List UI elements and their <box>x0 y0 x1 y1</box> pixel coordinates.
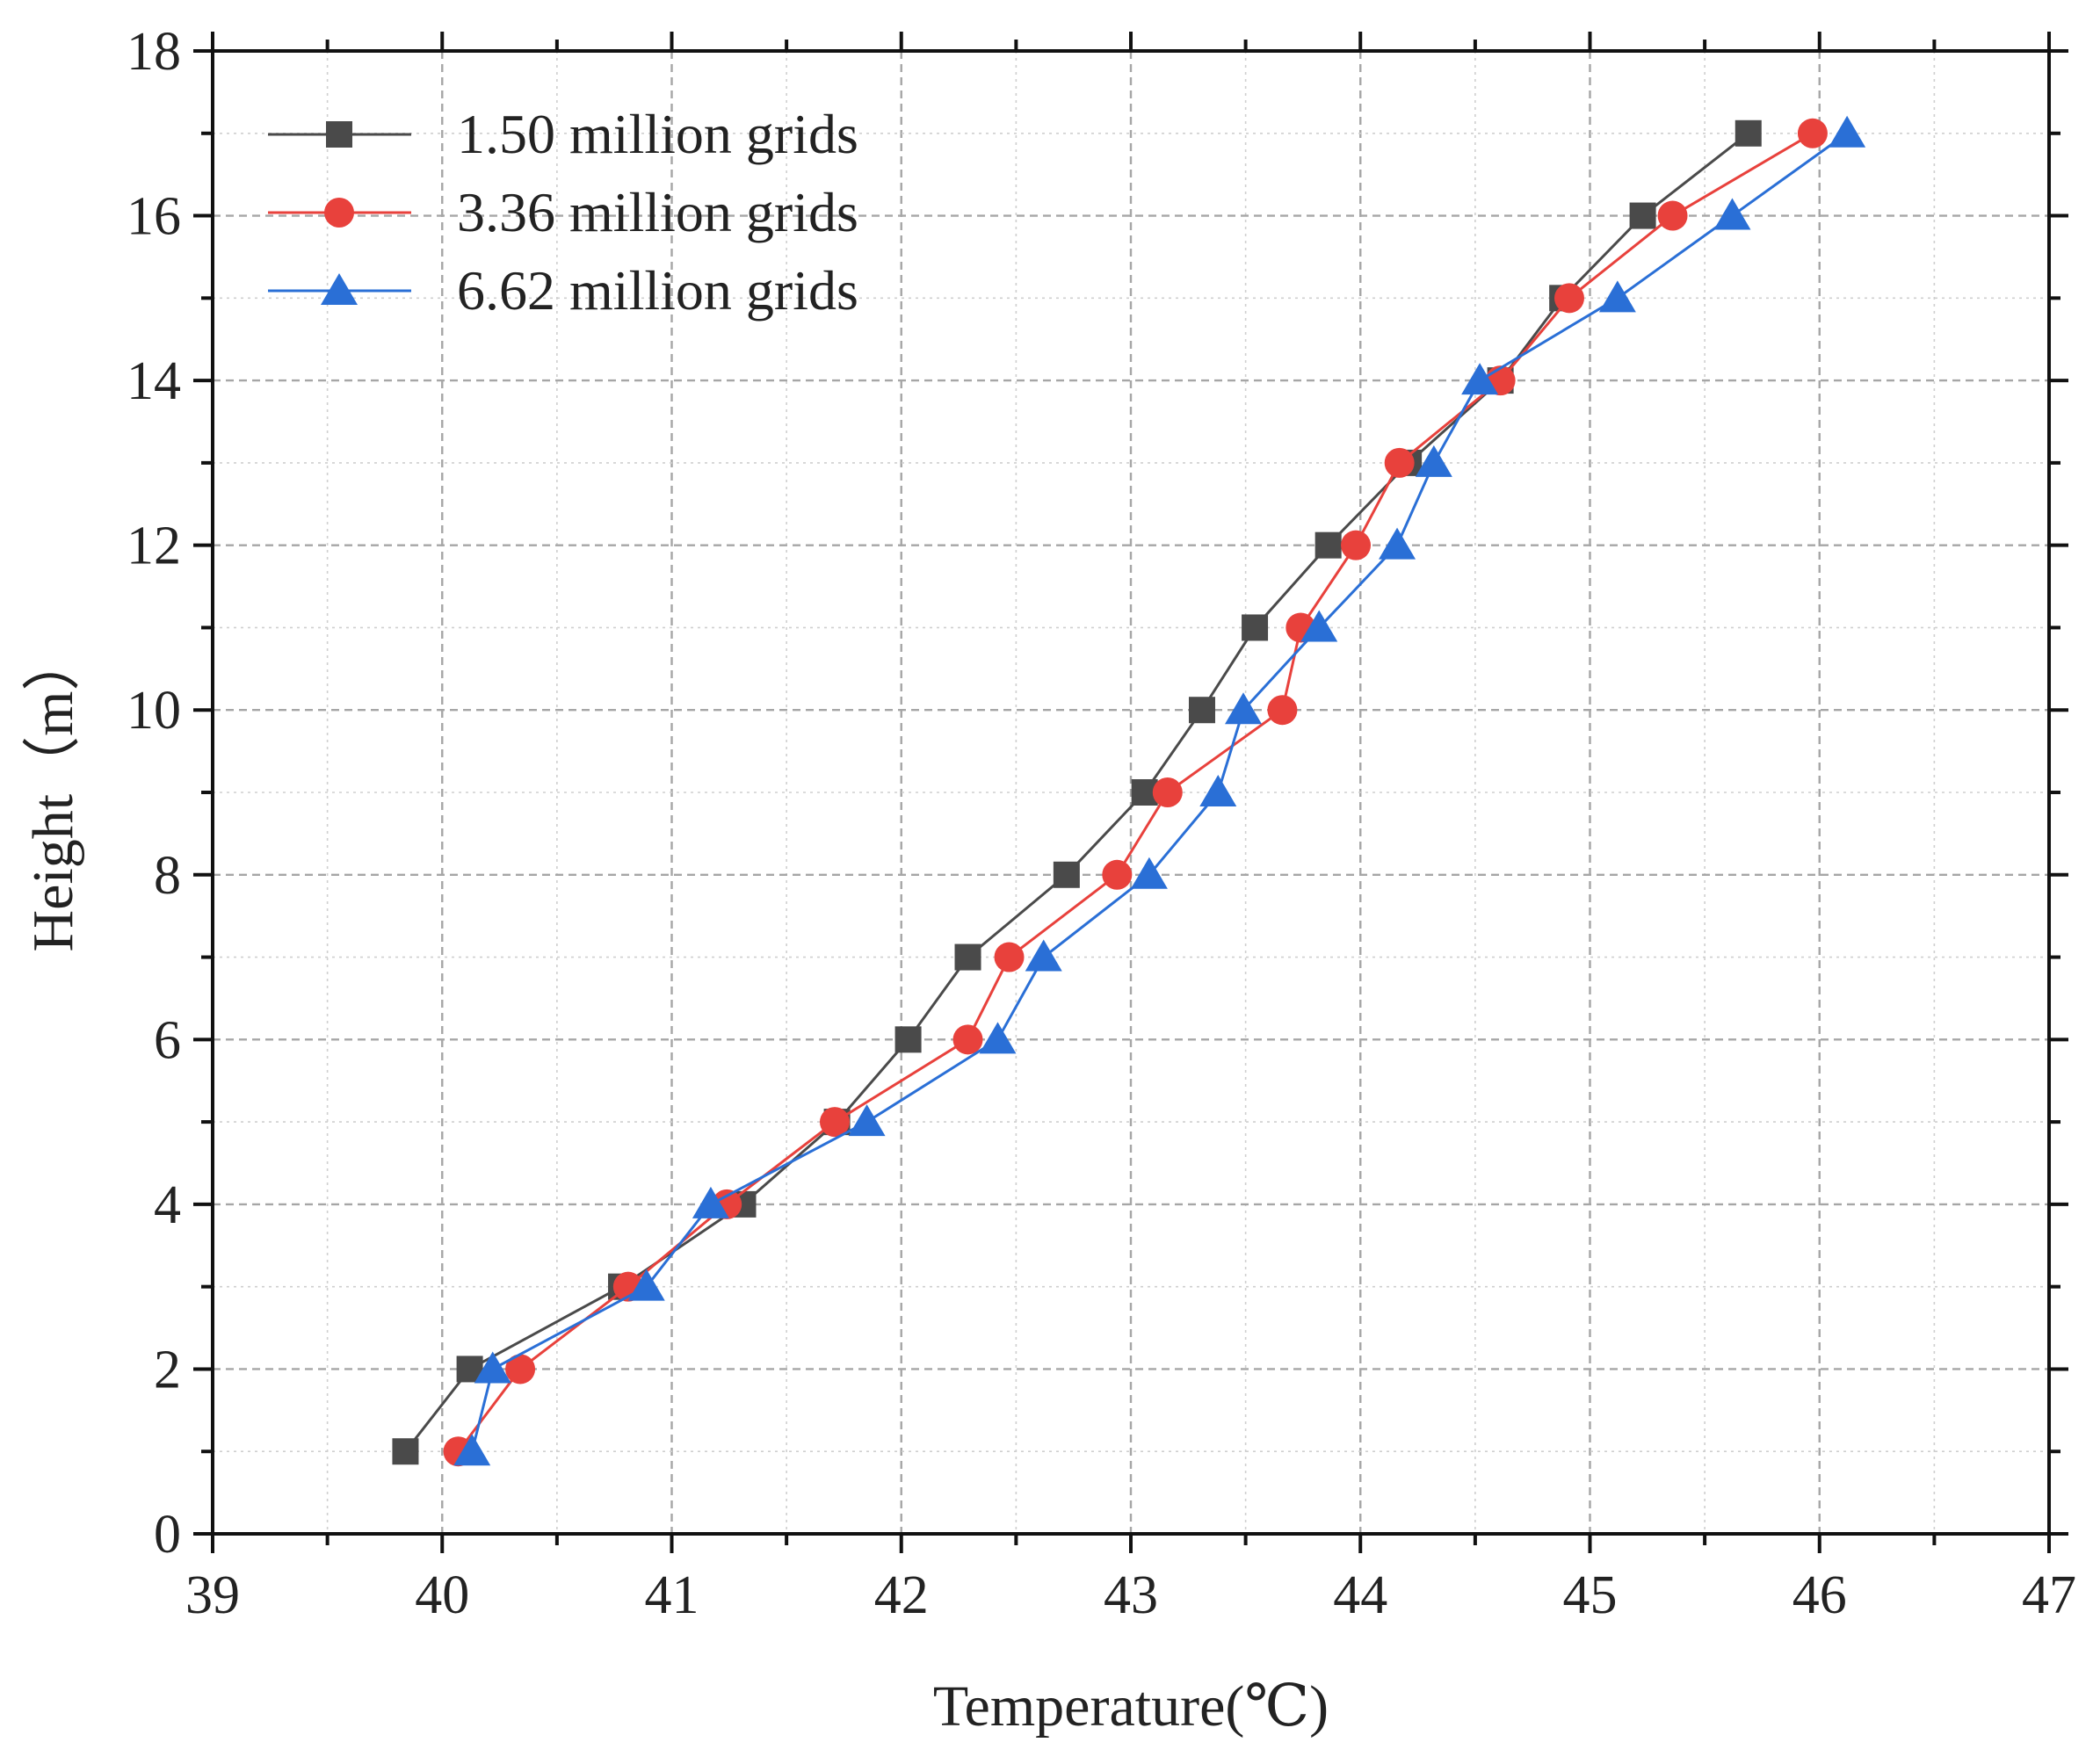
data-point <box>1300 610 1338 642</box>
y-axis-title: Height（m） <box>21 633 85 952</box>
data-point <box>627 1269 665 1301</box>
ticks <box>193 32 2068 1553</box>
y-tick-label: 2 <box>154 1340 181 1399</box>
data-point <box>505 1354 536 1384</box>
data-point <box>1025 939 1062 972</box>
legend-label: 3.36 million grids <box>457 181 858 243</box>
x-tick-label: 44 <box>1333 1565 1387 1625</box>
legend-item: 3.36 million grids <box>268 181 858 243</box>
y-tick-label: 4 <box>154 1175 181 1235</box>
y-tick-label: 0 <box>154 1505 181 1565</box>
x-axis-title: Temperature(℃) <box>933 1674 1329 1739</box>
data-point <box>1341 530 1372 560</box>
data-point <box>1102 859 1133 890</box>
data-point <box>1199 775 1237 806</box>
data-point <box>1053 861 1080 888</box>
data-point <box>952 1024 983 1055</box>
data-point <box>1461 363 1499 395</box>
data-point <box>692 1186 729 1218</box>
data-point <box>1629 202 1656 229</box>
data-point <box>1242 614 1269 641</box>
legend-marker <box>321 273 358 305</box>
y-tick-label: 12 <box>127 517 181 576</box>
data-point <box>979 1022 1017 1054</box>
data-point <box>1713 198 1751 230</box>
data-point <box>1598 280 1636 313</box>
y-tick-label: 6 <box>154 1010 181 1070</box>
series-group <box>392 115 1866 1467</box>
data-point <box>1553 283 1584 314</box>
legend-label: 1.50 million grids <box>457 103 858 165</box>
data-point <box>1267 695 1298 726</box>
data-point <box>1188 697 1215 724</box>
data-point <box>1152 777 1183 807</box>
x-tick-label: 43 <box>1104 1565 1158 1625</box>
y-tick-label: 8 <box>154 846 181 906</box>
legend-item: 6.62 million grids <box>268 259 858 322</box>
legend-label: 6.62 million grids <box>457 259 858 322</box>
data-point <box>994 942 1025 972</box>
data-point <box>1130 857 1168 889</box>
x-tick-label: 46 <box>1792 1565 1847 1625</box>
y-tick-label: 18 <box>127 22 181 82</box>
y-tick-label: 10 <box>127 681 181 741</box>
x-tick-label: 39 <box>185 1565 240 1625</box>
data-point <box>1829 115 1866 148</box>
series-3 <box>453 115 1866 1466</box>
data-point <box>1379 527 1416 560</box>
x-tick-label: 42 <box>874 1565 929 1625</box>
y-tick-label: 16 <box>127 187 181 247</box>
data-point <box>1735 119 1762 147</box>
legend: 1.50 million grids 3.36 million grids 6.62… <box>268 103 858 322</box>
data-point <box>1797 118 1828 148</box>
data-point <box>1657 200 1688 231</box>
data-point <box>1415 445 1452 477</box>
x-tick-label: 45 <box>1563 1565 1618 1625</box>
data-point <box>894 1026 922 1053</box>
x-tick-label: 41 <box>645 1565 699 1625</box>
y-tick-label: 14 <box>127 351 181 411</box>
data-point <box>954 943 981 971</box>
data-point <box>392 1438 419 1465</box>
data-point <box>1384 447 1415 478</box>
legend-marker <box>326 121 352 148</box>
x-tick-label: 47 <box>2022 1565 2076 1625</box>
legend-marker <box>324 198 354 228</box>
data-point <box>453 1434 491 1466</box>
x-tick-label: 40 <box>415 1565 469 1625</box>
data-point <box>474 1351 511 1384</box>
data-point <box>1225 692 1263 725</box>
legend-item: 1.50 million grids <box>268 103 858 165</box>
data-point <box>848 1104 886 1137</box>
data-point <box>819 1107 850 1138</box>
data-point <box>1314 531 1342 559</box>
